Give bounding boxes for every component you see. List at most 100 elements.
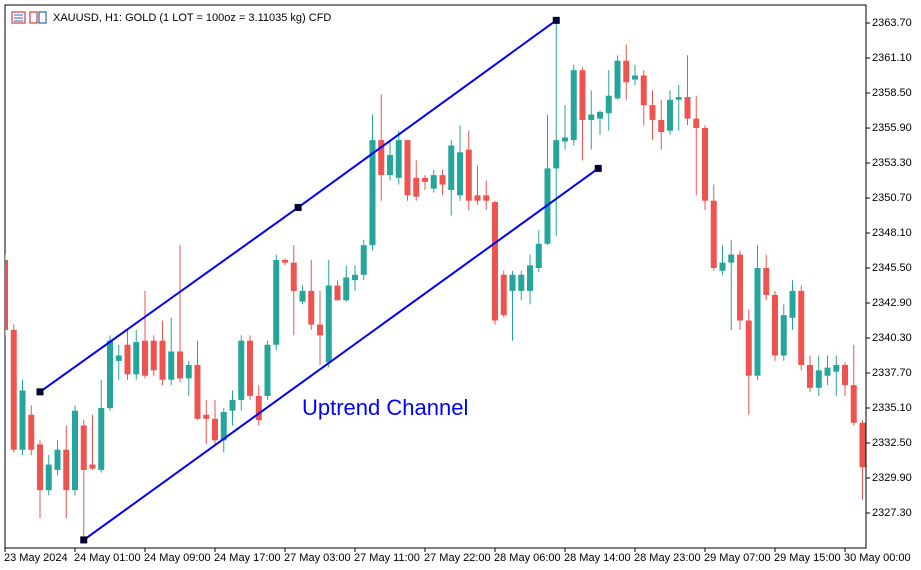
channel-line [83,167,599,541]
x-tick-label: 23 May 2024 [4,552,68,564]
candle-body [859,422,866,468]
candle-body [37,444,43,491]
y-tick-label: 2361.10 [872,52,912,64]
candle-body [255,395,262,421]
x-tick-label: 27 May 11:00 [354,552,420,564]
candle-body [492,202,498,321]
candle-body [632,75,638,80]
candle-body [5,259,8,330]
x-tick-label: 29 May 07:00 [704,552,771,564]
candle-body [80,425,87,470]
candle-body [308,290,315,325]
candle-body [378,140,385,176]
candle-body [658,119,665,133]
y-tick-label: 2363.70 [872,17,912,29]
candle-body [518,274,525,291]
x-tick-label: 29 May 15:00 [774,552,841,564]
candle-body [54,449,61,470]
candle-body [317,324,323,336]
icon-chart [38,11,47,24]
y-tick-label: 2337.70 [872,367,912,379]
candle-body [439,175,446,185]
candle-body [19,390,26,450]
candle-body [448,145,455,190]
candle-body [325,285,332,363]
y-tick-label: 2355.90 [872,122,912,134]
candle-body [72,410,78,491]
candle-body [124,344,131,375]
candle-body [290,262,297,291]
x-tick-label: 24 May 09:00 [144,552,211,564]
candle-body [142,340,148,376]
x-tick-label: 30 May 00:00 [844,552,911,564]
candle-body [789,290,796,318]
candle-body [474,195,481,201]
candle-body [483,195,490,201]
candle-body [807,364,813,388]
y-tick-label: 2340.30 [872,332,912,344]
candle-body [10,329,17,450]
candle-body [623,60,630,83]
channel-handle [294,203,302,211]
candle-body [299,290,306,302]
y-tick-label: 2353.30 [872,157,912,169]
candle-body [728,254,735,263]
candle-body [168,351,175,380]
header-icons [11,11,47,24]
candle-body [772,294,778,356]
candle-body [763,268,770,295]
icon-list [11,11,26,24]
candle-body [815,370,822,388]
channel-handle [552,16,560,24]
candle-body [264,344,271,396]
y-tick-label: 2327.30 [872,507,912,519]
candle-body [430,175,437,189]
x-tick-label: 27 May 03:00 [284,552,351,564]
y-tick-label: 2332.50 [872,437,912,449]
candle-body [229,399,236,411]
chart-title: XAUUSD, H1: GOLD (1 LOT = 100oz = 3.1103… [53,12,331,24]
channel-handle [594,164,602,172]
candle-body [133,342,140,375]
y-tick-label: 2342.90 [872,297,912,309]
candle-body [553,140,560,169]
x-tick-label: 24 May 01:00 [74,552,141,564]
y-tick-label: 2345.50 [872,262,912,274]
x-tick-label: 28 May 14:00 [564,552,631,564]
x-tick-label: 27 May 22:00 [424,552,491,564]
x-tick-label: 24 May 17:00 [214,552,281,564]
candle-body [107,340,113,409]
candle-body [579,70,586,120]
candle-body [369,140,376,246]
x-tick-label: 28 May 23:00 [634,552,701,564]
channel-handle [80,536,88,544]
candle-body [667,99,673,131]
candle-body [509,274,516,291]
candle-body [98,408,105,470]
candle-body [780,315,787,356]
plot-area [5,16,866,544]
candle-body [588,114,595,120]
candle-body [387,154,393,176]
candle-body [640,75,647,106]
candle-body [719,262,726,271]
candle-body [203,414,210,419]
candle-body [352,274,358,281]
candle-body [194,364,201,419]
candle-body [177,351,183,379]
y-tick-label: 2350.70 [872,192,912,204]
candle-body [63,449,70,491]
candle-body [457,152,463,196]
annotation: Uptrend Channel [302,395,468,420]
plot-frame [4,4,867,549]
candle-body [150,340,157,371]
candle-body [605,95,612,114]
icon-chart [29,11,38,24]
channel-handle [36,388,44,396]
candle-body [702,128,708,201]
candle-body [693,118,700,129]
candle-body [404,140,411,196]
candle-body [45,464,52,491]
candle-body [28,414,35,450]
